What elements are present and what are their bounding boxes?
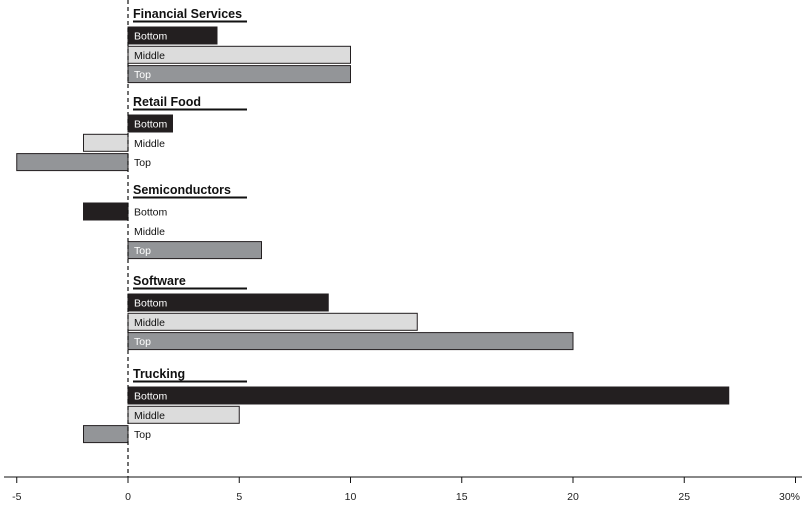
bar-label-software-top: Top: [134, 336, 151, 348]
x-tick-label-0: -5: [12, 491, 21, 503]
bar-label-software-middle: Middle: [134, 317, 165, 329]
bar-label-financial-services-bottom: Bottom: [134, 31, 168, 43]
bar-retail-food-top: [16, 153, 129, 172]
bar-label-financial-services-middle: Middle: [134, 50, 165, 62]
bar-semiconductors-bottom: [83, 202, 129, 221]
bars-layer: Financial ServicesBottomMiddleTopRetail …: [16, 7, 730, 444]
group-trucking: Trucking Bottom Middle Top: [83, 367, 730, 444]
group-title-semiconductors: Semiconductors: [133, 183, 231, 197]
x-tick-label-3: 10: [345, 491, 357, 503]
group-title-software: Software: [133, 274, 186, 288]
group-title-trucking: Trucking: [133, 367, 185, 381]
bar-semiconductors-top: [127, 241, 262, 260]
group-retail-food: Retail Food Bottom Middle Top: [16, 95, 247, 172]
bar-label-retail-food-bottom: Bottom: [134, 119, 168, 131]
bar-label-financial-services-top: Top: [134, 69, 151, 81]
bar-label-trucking-top: Top: [134, 429, 151, 441]
bar-label-semiconductors-bottom: Bottom: [134, 207, 168, 219]
bar-retail-food-bottom: [127, 114, 173, 133]
x-tick-label-1: 0: [125, 491, 131, 503]
group-title-financial-services: Financial Services: [133, 7, 242, 21]
bar-financial-services-top: [127, 65, 351, 84]
x-axis: -5 0 5 10 15 20 25 30%: [4, 476, 802, 503]
group-financial-services: Financial Services Bottom Middle Top: [127, 7, 351, 84]
x-tick-label-7: 30%: [779, 491, 800, 503]
bar-software-top: [127, 332, 574, 351]
x-tick-label-2: 5: [236, 491, 242, 503]
bar-retail-food-middle: [83, 133, 129, 152]
bar-software-middle: [127, 312, 418, 331]
group-title-retail-food: Retail Food: [133, 95, 201, 109]
bar-label-semiconductors-middle: Middle: [134, 226, 165, 238]
bar-trucking-bottom: [127, 386, 730, 405]
bar-label-software-bottom: Bottom: [134, 298, 168, 310]
x-tick-label-6: 25: [678, 491, 690, 503]
bar-label-semiconductors-top: Top: [134, 245, 151, 257]
x-tick-label-5: 20: [567, 491, 579, 503]
group-semiconductors: Semiconductors Bottom Middle Top: [83, 183, 262, 260]
bar-trucking-top: [83, 425, 129, 444]
bar-label-trucking-bottom: Bottom: [134, 391, 168, 403]
bar-label-retail-food-top: Top: [134, 157, 151, 169]
x-tick-label-4: 15: [456, 491, 468, 503]
bar-financial-services-middle: [127, 45, 351, 64]
bar-label-trucking-middle: Middle: [134, 410, 165, 422]
group-software: Software Bottom Middle Top: [127, 274, 574, 351]
bar-label-retail-food-middle: Middle: [134, 138, 165, 150]
